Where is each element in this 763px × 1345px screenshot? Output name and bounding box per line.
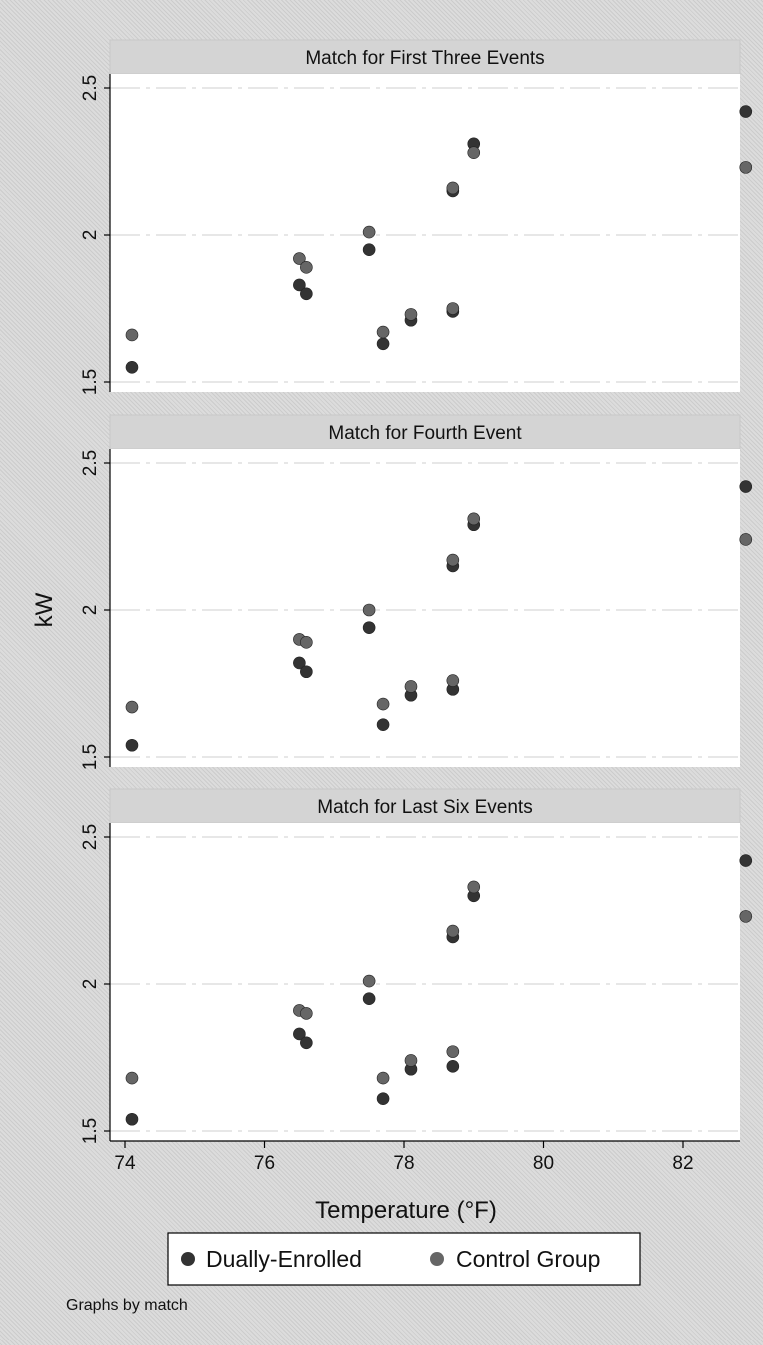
data-point [467, 880, 481, 894]
panel-2: Match for Fourth Event 1.5 2 2.5 [80, 414, 753, 770]
legend-label-control-group: Control Group [456, 1246, 600, 1272]
y-tick-label: 1.5 [80, 1118, 101, 1144]
panel-3: Match for Last Six Events 1.5 2 2.5 [80, 788, 753, 1144]
data-point [739, 910, 753, 923]
data-point [376, 1092, 390, 1105]
graphs-note: Graphs by match [66, 1297, 188, 1314]
data-point [300, 287, 313, 301]
legend-label-dually-enrolled: Dually-Enrolled [206, 1246, 362, 1272]
panel-title: Match for First Three Events [305, 48, 544, 69]
data-point [300, 1036, 313, 1050]
x-tick-label: 76 [254, 1153, 275, 1174]
data-point [376, 1071, 390, 1085]
plot-area [110, 823, 740, 1141]
legend-box [167, 1232, 641, 1286]
data-point [300, 636, 313, 649]
x-tick-label: 80 [533, 1153, 554, 1174]
data-point [446, 924, 460, 938]
data-point [293, 252, 306, 265]
data-point [125, 328, 139, 342]
data-point [739, 105, 753, 118]
data-point [446, 1060, 460, 1073]
series-control-group [125, 146, 753, 342]
data-point [293, 1027, 306, 1041]
panel-title: Match for Fourth Event [328, 423, 522, 444]
y-tick-label: 1.5 [80, 369, 101, 395]
y-tick-label: 2.5 [80, 824, 101, 850]
y-tick-label: 2 [80, 979, 101, 990]
data-point [362, 621, 376, 634]
data-point [362, 992, 376, 1006]
y-tick-label: 2 [80, 605, 101, 616]
panel-1: Match for First Three Events 1.5 2 2.5 [80, 39, 753, 395]
plot-area [110, 74, 740, 392]
x-tick-label: 82 [672, 1153, 693, 1174]
data-point [125, 1071, 139, 1085]
data-point [293, 278, 306, 292]
data-point [446, 674, 460, 687]
data-point [300, 665, 313, 679]
y-tick-label: 2 [80, 230, 101, 241]
data-point [293, 656, 306, 670]
data-point [467, 512, 481, 526]
data-point [446, 181, 460, 195]
series-control-group [125, 880, 753, 1085]
data-point [125, 360, 139, 374]
data-point [376, 325, 390, 339]
legend-marker-dually-enrolled [181, 1252, 195, 1266]
panel-strip [109, 39, 741, 75]
data-point [362, 974, 376, 988]
data-point [467, 146, 481, 159]
data-point [362, 225, 376, 239]
series-control-group [125, 512, 753, 714]
data-point [362, 243, 376, 256]
data-point [300, 1007, 313, 1020]
data-point [125, 700, 139, 714]
data-point [739, 533, 753, 546]
x-axis-title: Temperature (°F) [315, 1197, 497, 1224]
y-axis-title: kW [31, 592, 58, 627]
legend-marker-control-group [430, 1252, 444, 1266]
data-point [404, 308, 418, 321]
panel-title: Match for Last Six Events [317, 797, 532, 818]
data-point [739, 854, 753, 867]
panel-strip [109, 788, 741, 824]
legend: Dually-Enrolled Control Group [167, 1232, 641, 1286]
data-point [404, 1054, 418, 1067]
y-tick-label: 2.5 [80, 75, 101, 101]
x-tick-label: 78 [393, 1153, 414, 1174]
plot-area [110, 449, 740, 767]
data-point [739, 480, 753, 493]
data-point [739, 161, 753, 174]
data-point [125, 738, 139, 752]
panel-strip [109, 414, 741, 450]
data-point [376, 337, 390, 351]
data-point [125, 1112, 139, 1126]
data-point [362, 603, 376, 617]
y-tick-label: 2.5 [80, 450, 101, 476]
data-point [446, 1045, 460, 1058]
data-point [404, 680, 418, 693]
x-tick-label: 74 [114, 1153, 136, 1174]
data-point [376, 697, 390, 711]
data-point [376, 718, 390, 731]
data-point [446, 553, 460, 567]
data-point [446, 302, 460, 315]
y-tick-label: 1.5 [80, 744, 101, 770]
data-point [300, 261, 313, 274]
